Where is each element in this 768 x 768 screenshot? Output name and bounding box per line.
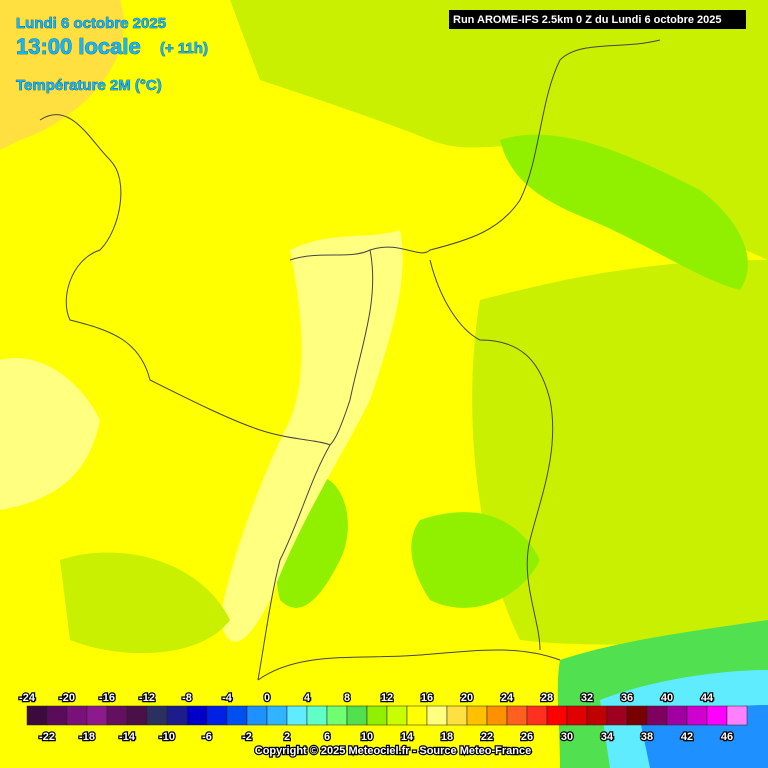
run-info: Run AROME-IFS 2.5km 0 Z du Lundi 6 octob… <box>453 14 722 26</box>
legend-label: 46 <box>721 731 733 743</box>
legend-swatch <box>246 705 268 726</box>
legend-swatch <box>726 705 748 726</box>
legend-swatch <box>506 705 528 726</box>
legend-swatch <box>306 705 328 726</box>
legend-swatch <box>106 705 128 726</box>
legend-swatch <box>426 705 448 726</box>
borders <box>39 39 661 681</box>
legend-label: -22 <box>39 731 55 743</box>
legend-swatch <box>26 705 48 726</box>
legend-label: -24 <box>19 692 36 704</box>
legend-swatch <box>566 705 588 726</box>
legend-label: 32 <box>581 692 593 704</box>
forecast-offset: (+ 11h) <box>160 40 208 57</box>
legend-label: 20 <box>461 692 473 704</box>
legend-label: 14 <box>401 731 414 743</box>
legend-swatch <box>666 705 688 726</box>
legend-swatch <box>46 705 68 726</box>
legend-label: -4 <box>222 692 233 704</box>
legend-label: 6 <box>324 731 330 743</box>
legend-swatch <box>706 705 728 726</box>
legend-label: 22 <box>481 731 493 743</box>
legend-swatch <box>146 705 168 726</box>
legend-swatch <box>86 705 108 726</box>
legend-swatch <box>386 705 408 726</box>
legend-label: 38 <box>641 731 653 743</box>
legend-swatch <box>166 705 188 726</box>
legend-label: -10 <box>159 731 175 743</box>
legend-label: 30 <box>561 731 573 743</box>
legend-swatch <box>126 705 148 726</box>
run-box <box>449 10 746 29</box>
legend-swatch <box>466 705 488 726</box>
legend-label: -8 <box>182 692 192 704</box>
legend-label: 12 <box>381 692 393 704</box>
variable-title: Température 2M (°C) <box>16 77 162 94</box>
legend-label: 0 <box>264 692 270 704</box>
legend-label: -18 <box>79 731 95 743</box>
legend-swatch <box>446 705 468 726</box>
legend-label: 36 <box>621 692 633 704</box>
legend-swatch <box>286 705 308 726</box>
local-time: 13:00 locale <box>16 34 141 59</box>
legend-swatch <box>526 705 548 726</box>
legend-swatch <box>486 705 508 726</box>
legend-swatch <box>346 705 368 726</box>
legend-label: 2 <box>284 731 290 743</box>
legend-swatch <box>66 705 88 726</box>
legend-label: 18 <box>441 731 453 743</box>
legend-label: -2 <box>242 731 252 743</box>
legend-label: 40 <box>661 692 673 704</box>
legend-swatch <box>326 705 348 726</box>
legend-swatch <box>546 705 568 726</box>
legend-swatch <box>226 705 248 726</box>
legend-label: 4 <box>304 692 311 704</box>
legend-label: 28 <box>541 692 553 704</box>
legend-label: 42 <box>681 731 693 743</box>
legend-label: 24 <box>501 692 514 704</box>
legend-swatch <box>186 705 208 726</box>
color-legend: -24-22-20-18-16-14-12-10-8-6-4-202468101… <box>18 691 748 744</box>
legend-swatch <box>606 705 628 726</box>
legend-swatch <box>366 705 388 726</box>
legend-label: -12 <box>139 692 155 704</box>
legend-label: -20 <box>59 692 75 704</box>
legend-swatch <box>686 705 708 726</box>
legend-swatch <box>626 705 648 726</box>
legend-swatch <box>266 705 288 726</box>
date: Lundi 6 octobre 2025 <box>16 15 166 32</box>
legend-label: 8 <box>344 692 350 704</box>
copyright: Copyright © 2025 Meteociel.fr - Source M… <box>255 745 531 757</box>
legend-label: -6 <box>202 731 212 743</box>
legend-label: 10 <box>361 731 373 743</box>
legend-label: -16 <box>99 692 115 704</box>
legend-swatch <box>406 705 428 726</box>
legend-label: 26 <box>521 731 533 743</box>
legend-label: 16 <box>421 692 433 704</box>
legend-swatch <box>586 705 608 726</box>
legend-label: 34 <box>601 731 614 743</box>
legend-swatch <box>206 705 228 726</box>
legend-label: -14 <box>119 731 136 743</box>
legend-swatch <box>646 705 668 726</box>
legend-label: 44 <box>701 692 714 704</box>
